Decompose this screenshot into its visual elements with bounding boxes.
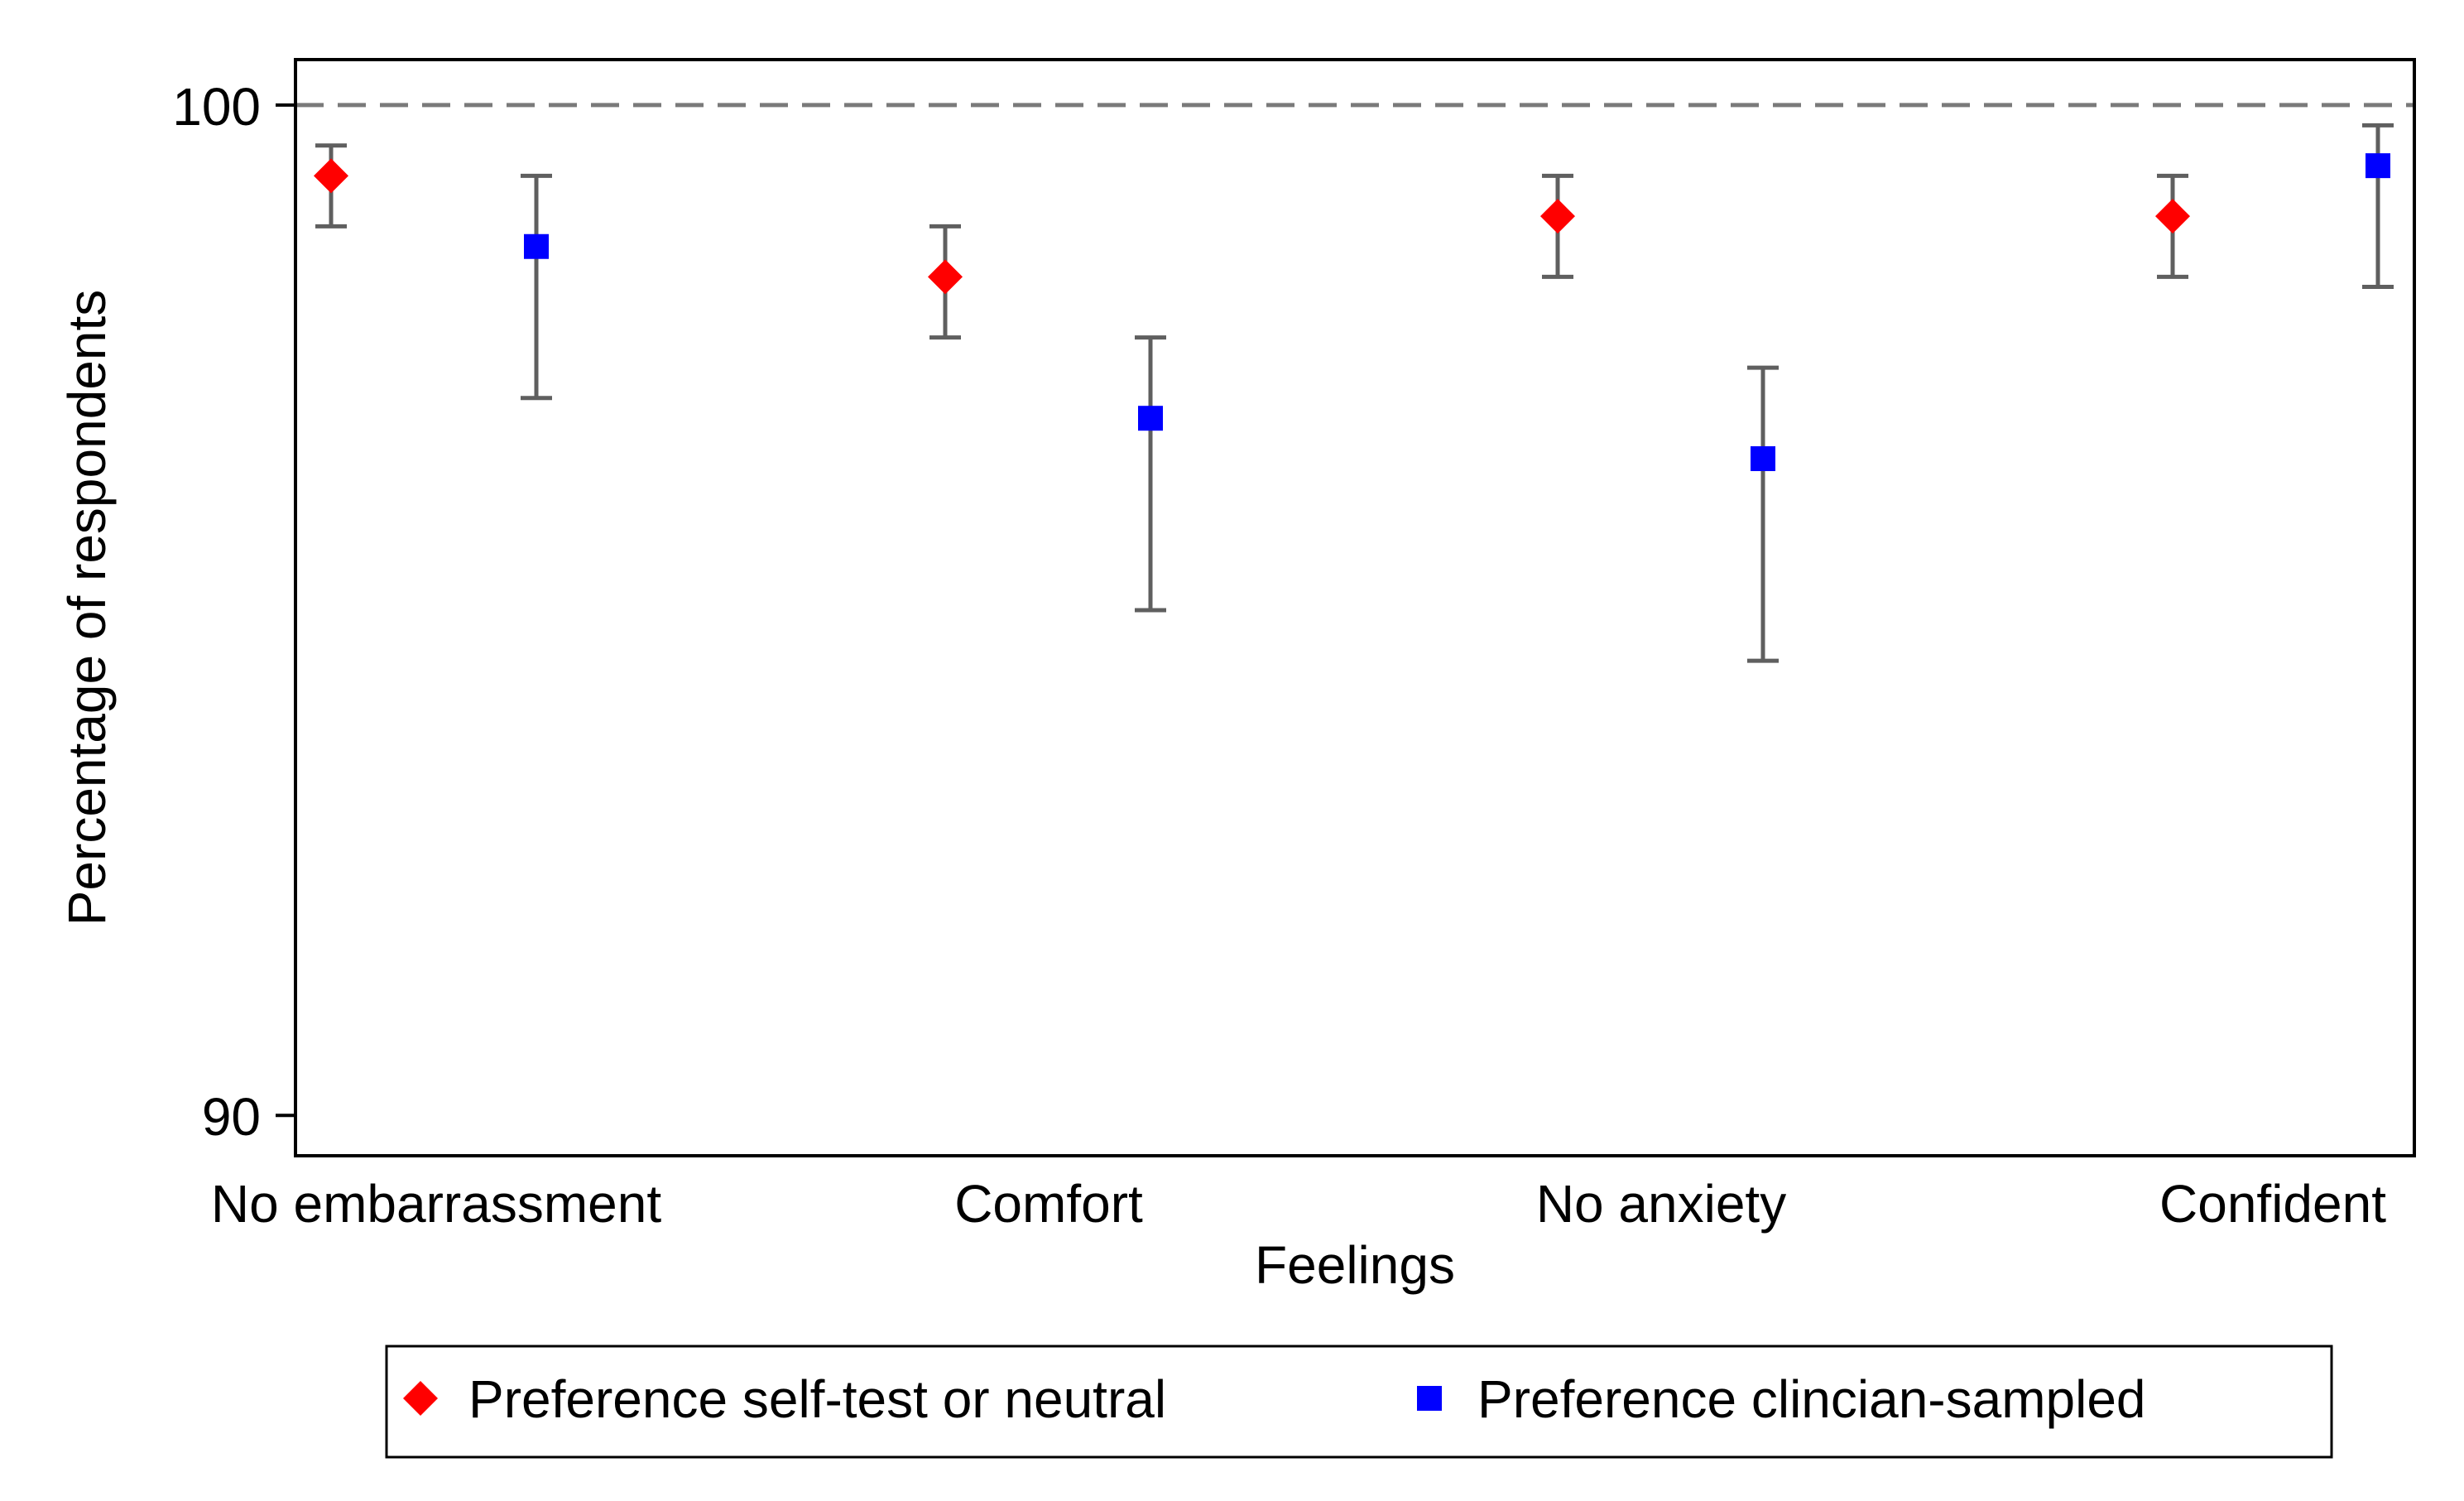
legend: Preference self-test or neutral Preferenc… [385,1345,2333,1459]
error-bar-series-2-no-embarrassment [521,173,552,401]
y-tick-label-90: 90 [202,1087,261,1147]
point-square-series-2-confident [2366,153,2390,179]
error-bar-series-2-confident [2362,123,2394,290]
x-axis-title: Feelings [1255,1235,1455,1295]
error-bar-series-2-no-anxiety [1747,365,1779,663]
x-category-label-confident: Confident [2159,1174,2386,1234]
point-diamond-series-1-confident [2155,199,2190,234]
x-category-label-comfort: Comfort [954,1174,1143,1234]
point-square-series-2-no-embarrassment [524,233,549,259]
plot-frame [294,58,2416,1157]
x-category-label-no-anxiety: No anxiety [1536,1174,1786,1234]
point-square-series-2-no-anxiety [1751,446,1775,472]
axes-layer: 90 100 No embarrassment Comfort No anxiety Co… [172,77,2386,1234]
legend-marker-diamond [403,1381,438,1416]
point-diamond-series-1-comfort [928,259,963,295]
markers-layer [314,153,2390,472]
point-diamond-series-1-no-anxiety [1540,199,1575,234]
legend-marker-square [1417,1386,1442,1411]
legend-label-series-2: Preference clincian-sampled [1477,1369,2146,1429]
x-category-label-no-embarrassment: No embarrassment [211,1174,661,1234]
y-tick-label-100: 100 [172,77,261,137]
error-bar-series-2-comfort [1135,335,1166,613]
point-diamond-series-1-no-embarrassment [314,158,348,194]
y-axis-title: Percentage of respondents [57,290,117,926]
legend-label-series-1: Preference self-test or neutral [468,1369,1166,1429]
point-square-series-2-comfort [1138,406,1163,431]
legend-frame [385,1345,2333,1459]
